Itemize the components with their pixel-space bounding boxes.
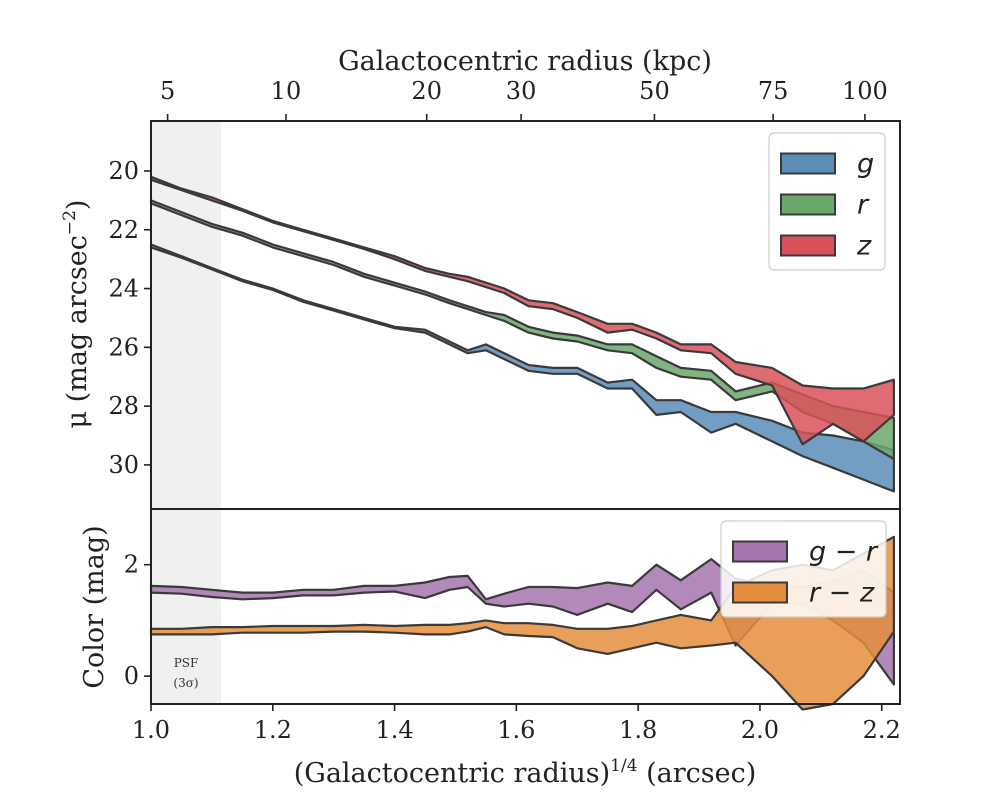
bottom-legend: g − r r − z bbox=[720, 520, 887, 618]
bottom-panel-frame bbox=[150, 508, 901, 705]
bottom-y-axis-label: Color (mag) bbox=[79, 525, 110, 688]
band-rz bbox=[149, 535, 896, 711]
legend-swatch bbox=[780, 193, 836, 216]
bottom-x-ticks: 1.0 1.2 1.4 1.6 1.8 2.0 2.2 bbox=[132, 704, 901, 744]
x-tick-label: 1.6 bbox=[497, 716, 535, 744]
top-y-tick-label: 28 bbox=[108, 392, 139, 420]
top-y-axis-label-main: μ (mag arcsec bbox=[62, 235, 93, 428]
top-y-axis-label-sup: −2 bbox=[60, 210, 80, 235]
legend-label: z bbox=[856, 231, 872, 262]
top-y-tick-label: 22 bbox=[108, 216, 139, 244]
legend-label: g bbox=[857, 149, 874, 180]
bottom-series-group bbox=[149, 535, 896, 711]
secondary-x-axis-label: Galactocentric radius (kpc) bbox=[338, 46, 712, 77]
x-tick-label: 1.2 bbox=[254, 716, 292, 744]
band-gr bbox=[149, 557, 896, 686]
kpc-tick-label: 5 bbox=[160, 77, 175, 105]
x-tick-label: 2.0 bbox=[741, 716, 779, 744]
top-y-tick-label: 24 bbox=[108, 275, 139, 303]
legend-label: r bbox=[857, 190, 870, 221]
top-legend: grz bbox=[768, 132, 886, 271]
top-y-tick-label: 30 bbox=[108, 451, 139, 479]
psf-shaded-region-top bbox=[151, 121, 222, 509]
top-y-tick-label: 26 bbox=[108, 333, 139, 361]
band-r bbox=[149, 199, 896, 461]
top-panel: 20 22 24 26 28 30 5 10 20 30 50 75 100 grz bbox=[108, 77, 901, 510]
x-axis-label-unit: (arcsec) bbox=[638, 758, 757, 789]
kpc-tick-label: 75 bbox=[758, 77, 789, 105]
kpc-axis-ticks: 5 10 20 30 50 75 100 bbox=[160, 77, 888, 121]
bottom-y-ticks: 02 bbox=[124, 551, 151, 690]
kpc-tick-label: 30 bbox=[506, 77, 537, 105]
psf-annotation-line1: PSF bbox=[174, 656, 199, 670]
x-tick-label: 2.2 bbox=[863, 716, 901, 744]
legend-swatch bbox=[732, 581, 788, 604]
bottom-y-tick-label: 0 bbox=[124, 662, 139, 690]
legend-swatch bbox=[780, 152, 836, 175]
legend-label: r − z bbox=[809, 578, 875, 609]
legend-swatch bbox=[732, 540, 788, 563]
band-g bbox=[149, 243, 896, 493]
x-tick-label: 1.0 bbox=[132, 716, 170, 744]
band-z bbox=[149, 175, 896, 446]
x-axis-label: (Galactocentric radius)1/4 (arcsec) bbox=[294, 756, 757, 789]
x-axis-label-sup: 1/4 bbox=[610, 756, 637, 776]
bottom-panel: 02 1.0 1.2 1.4 1.6 1.8 2.0 2.2 g − rr − z PSF … bbox=[124, 508, 901, 744]
kpc-tick-label: 20 bbox=[411, 77, 442, 105]
legend-swatch bbox=[780, 234, 836, 257]
psf-annotation-line2: (3σ) bbox=[173, 676, 198, 690]
top-y-tick-label: 20 bbox=[108, 157, 139, 185]
top-y-ticks: 20 22 24 26 28 30 bbox=[108, 157, 151, 479]
top-series-group bbox=[149, 175, 896, 493]
top-y-axis-label-end: ) bbox=[62, 200, 93, 211]
x-axis-label-main: (Galactocentric radius) bbox=[294, 758, 610, 789]
x-tick-label: 1.4 bbox=[375, 716, 413, 744]
kpc-tick-label: 100 bbox=[842, 77, 888, 105]
legend-label: g − r bbox=[809, 537, 879, 568]
x-tick-label: 1.8 bbox=[619, 716, 657, 744]
top-y-axis-label: μ (mag arcsec−2) bbox=[60, 200, 93, 429]
kpc-tick-label: 50 bbox=[639, 77, 670, 105]
psf-shaded-region-bottom bbox=[151, 509, 222, 704]
bottom-y-tick-label: 2 bbox=[124, 551, 139, 579]
kpc-tick-label: 10 bbox=[271, 77, 302, 105]
